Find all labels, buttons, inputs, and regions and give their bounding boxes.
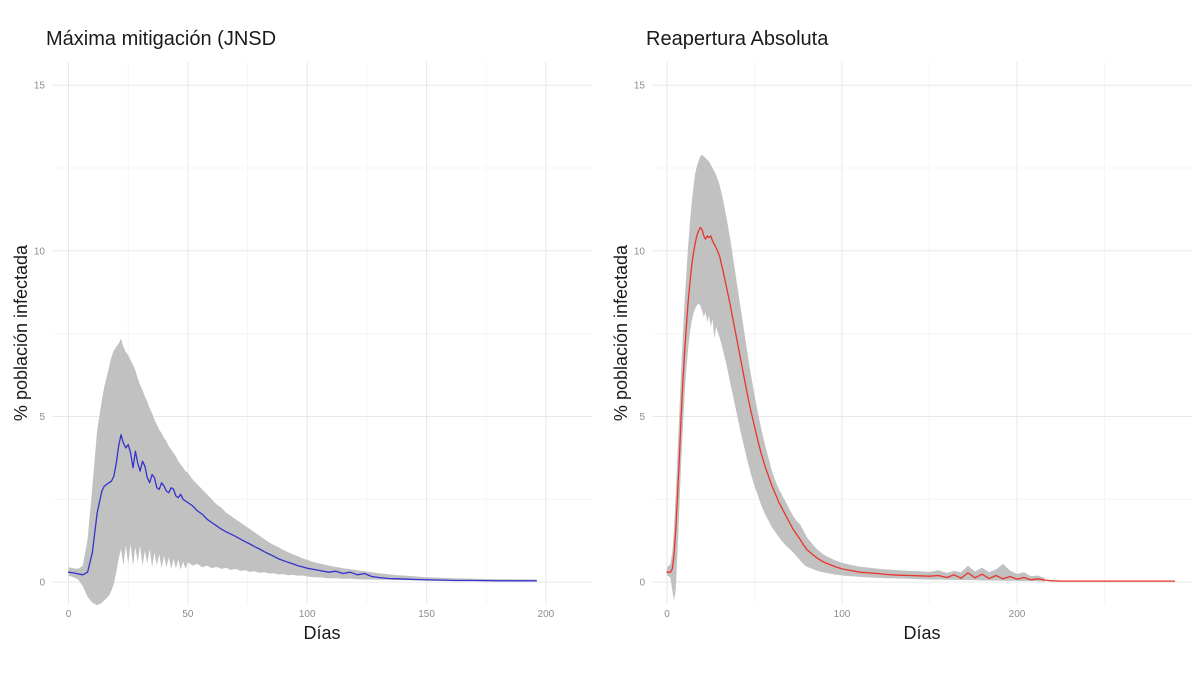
y-tick-label: 15	[34, 81, 46, 92]
y-tick-label: 0	[639, 578, 645, 589]
x-tick-label: 0	[664, 609, 670, 620]
y-axis-title: % población infectada	[611, 244, 631, 421]
chart-canvas-reapertura-absoluta: 0 5 10 15 0 100 200 Reapertura Absoluta Días %…	[611, 28, 1192, 643]
chart-maxima-mitigacion: 0 5 10 15 0 50 100 150 200 Máxima mitigación (JN…	[11, 28, 592, 643]
y-tick-label: 15	[634, 81, 646, 92]
median-line	[67, 434, 538, 582]
y-tick-label: 10	[34, 246, 46, 257]
x-axis-title: Días	[903, 623, 940, 643]
confidence-band	[68, 338, 537, 606]
x-tick-label: 200	[538, 609, 555, 620]
confidence-band	[667, 154, 1045, 601]
x-tick-label: 0	[66, 609, 72, 620]
x-tick-label: 100	[834, 609, 851, 620]
chart-reapertura-absoluta: 0 5 10 15 0 100 200 Reapertura Absoluta Días %…	[600, 0, 1200, 675]
y-tick-label: 5	[639, 412, 645, 423]
y-tick-label: 0	[39, 578, 45, 589]
x-axis-title: Días	[303, 623, 340, 643]
chart-title: Máxima mitigación (JNSD	[46, 28, 276, 50]
median-line	[666, 226, 1176, 582]
plot-area: 0 5 10 15 0 100 200	[634, 62, 1192, 620]
y-axis-title: % población infectada	[11, 244, 31, 421]
y-tick-label: 10	[634, 246, 646, 257]
chart-title: Reapertura Absoluta	[646, 28, 829, 50]
x-tick-label: 150	[418, 609, 435, 620]
x-tick-label: 100	[299, 609, 316, 620]
y-tick-label: 5	[39, 412, 45, 423]
x-tick-label: 200	[1009, 609, 1026, 620]
x-tick-label: 50	[182, 609, 194, 620]
